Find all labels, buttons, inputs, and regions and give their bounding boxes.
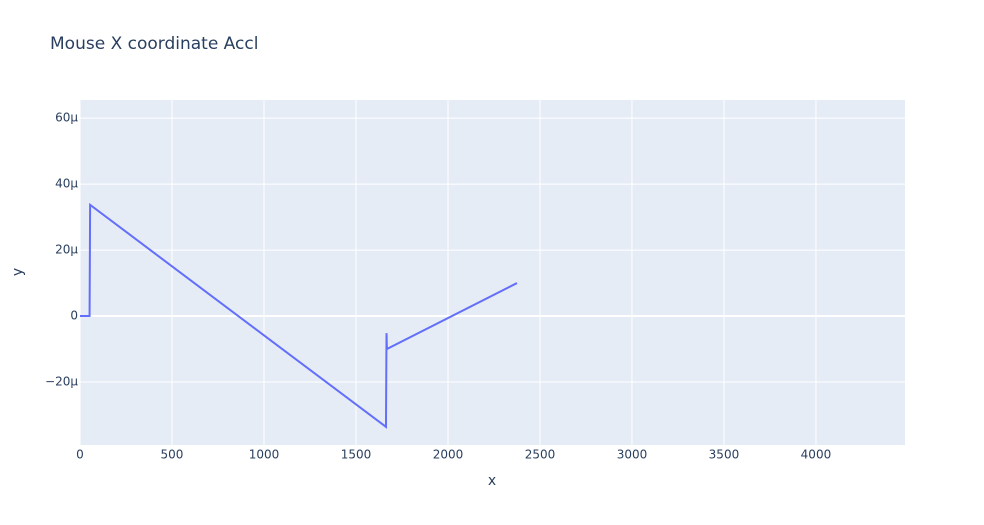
y-tick-label: −20µ [45, 375, 78, 389]
x-tick-label: 1000 [249, 448, 280, 462]
chart-title: Mouse X coordinate Accl [50, 34, 258, 54]
plot-area [80, 100, 905, 445]
x-tick-label: 2000 [433, 448, 464, 462]
line-series [80, 202, 518, 429]
y-tick-label: 40µ [55, 177, 78, 191]
x-tick-label: 500 [161, 448, 184, 462]
x-tick-label: 3500 [709, 448, 740, 462]
x-tick-label: 3000 [617, 448, 648, 462]
y-axis-title: y [10, 268, 26, 276]
y-tick-label: 60µ [55, 111, 78, 125]
y-tick-label: 20µ [55, 243, 78, 257]
x-tick-label: 0 [76, 448, 84, 462]
x-axis-title: x [488, 473, 496, 489]
y-tick-label: 0 [70, 309, 78, 323]
x-tick-label: 1500 [341, 448, 372, 462]
x-tick-label: 2500 [525, 448, 556, 462]
x-tick-label: 4000 [801, 448, 832, 462]
